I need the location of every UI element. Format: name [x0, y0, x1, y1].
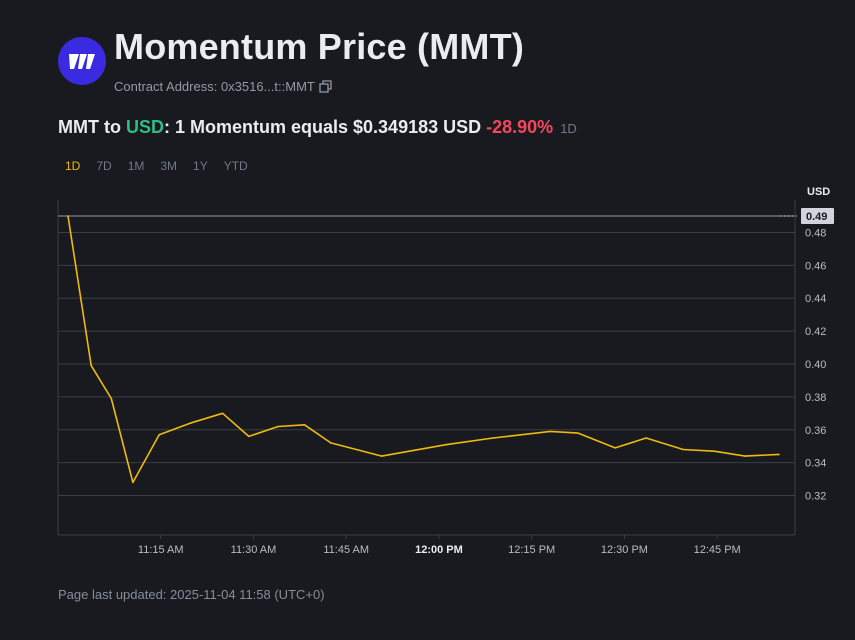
- price-point: [549, 430, 552, 433]
- range-tab-1m[interactable]: 1M: [127, 159, 145, 173]
- range-tab-7d[interactable]: 7D: [96, 159, 112, 173]
- x-tick-label: 11:45 AM: [323, 544, 369, 556]
- price-point: [645, 437, 647, 439]
- price-point: [492, 437, 494, 439]
- price-point: [189, 422, 191, 425]
- range-tab-3m[interactable]: 3M: [160, 159, 178, 173]
- price-point: [577, 432, 579, 434]
- price-chart: 0.48 0.46 0.44 0.42 0.40 0.38 0.36 0.34 0.32 11:1…: [57, 186, 834, 556]
- current-price-label: 0.49: [806, 211, 827, 223]
- price-point: [277, 425, 280, 428]
- range-tab-ytd[interactable]: YTD: [223, 159, 248, 173]
- price-point: [744, 455, 746, 457]
- y-tick-label: 0.48: [805, 227, 826, 239]
- y-tick-label: 0.42: [805, 326, 826, 338]
- x-tick-label: 12:15 PM: [508, 544, 555, 556]
- price-change: -28.90%: [486, 117, 554, 137]
- y-tick-label: 0.44: [805, 293, 826, 305]
- price-point: [713, 450, 715, 452]
- y-tick-label: 0.38: [805, 392, 826, 404]
- price-point: [682, 448, 684, 451]
- last-updated: Page last updated: 2025-11-04 11:58 (UTC…: [58, 587, 325, 602]
- price-point: [445, 443, 448, 446]
- current-price-badge: [801, 208, 834, 224]
- x-tick-label: 11:30 AM: [231, 544, 277, 556]
- price-point: [614, 447, 616, 449]
- contract-address: Contract Address: 0x3516...t::MMT: [114, 79, 332, 94]
- page-title: Momentum Price (MMT): [114, 26, 525, 67]
- momentum-logo-icon: [69, 54, 95, 69]
- y-tick-label: 0.40: [805, 359, 826, 371]
- price-point: [90, 364, 92, 367]
- price-point: [110, 397, 113, 400]
- x-tick-label: 11:15 AM: [138, 544, 184, 556]
- price-point: [132, 481, 134, 484]
- price-point: [67, 215, 69, 217]
- momentum-logo: [58, 37, 106, 85]
- contract-address-label: Contract Address: 0x3516...t::MMT: [114, 79, 315, 94]
- y-tick-label: 0.32: [805, 491, 826, 503]
- x-tick-label: 12:45 PM: [694, 544, 741, 556]
- price-point: [221, 412, 224, 415]
- rate-pair-prefix: MMT to: [58, 117, 126, 137]
- range-tab-1y[interactable]: 1Y: [193, 159, 208, 173]
- price-point: [248, 435, 250, 438]
- change-period: 1D: [560, 121, 577, 136]
- price-point: [778, 453, 780, 456]
- copy-icon[interactable]: [319, 80, 332, 93]
- y-tick-label: 0.36: [805, 425, 826, 437]
- price-point: [329, 442, 332, 444]
- price-point: [158, 433, 160, 436]
- conversion-rate: MMT to USD: 1 Momentum equals $0.349183 …: [58, 117, 577, 138]
- x-tick-label: 12:00 PM: [415, 544, 463, 556]
- price-point: [303, 424, 306, 426]
- x-tick-label: 12:30 PM: [601, 544, 648, 556]
- range-tab-1d[interactable]: 1D: [65, 159, 81, 173]
- rate-quote-currency[interactable]: USD: [125, 117, 164, 137]
- price-line-series[interactable]: [67, 215, 780, 484]
- y-tick-label: 0.34: [805, 458, 826, 470]
- price-point: [380, 455, 383, 457]
- y-tick-label: 0.46: [805, 260, 826, 272]
- time-range-tabs: 1D 7D 1M 3M 1Y YTD: [58, 158, 256, 174]
- currency-axis-label: USD: [807, 186, 830, 198]
- rate-equals-text: : 1 Momentum equals $0.349183 USD: [164, 117, 487, 137]
